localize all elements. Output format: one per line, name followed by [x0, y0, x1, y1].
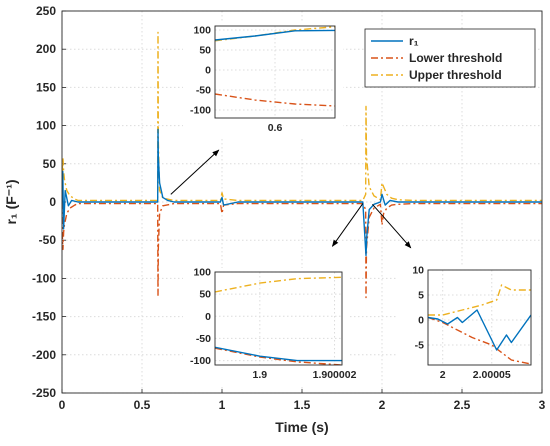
- inset-series-line: [215, 29, 335, 41]
- x-tick-label: 2.5: [454, 398, 471, 412]
- inset-series: [215, 276, 342, 365]
- y-tick-label: 250: [36, 4, 56, 18]
- x-axis-label: Time (s): [275, 419, 328, 435]
- inset-x-tick-label: 0.6: [268, 122, 283, 134]
- y-axis-label: r₁ (F⁻¹): [3, 179, 19, 224]
- inset-y-tick-label: -5: [415, 340, 424, 352]
- y-tick-label: -250: [32, 386, 56, 400]
- inset-y-tick-label: -50: [196, 333, 211, 345]
- inset-frame: [427, 269, 532, 366]
- inset-x-tick-label: 1.9: [253, 369, 268, 381]
- y-tick-label: 150: [36, 80, 56, 94]
- plot-frame: [61, 10, 543, 394]
- inset-background: [183, 22, 343, 138]
- zoom-arrows: [170, 149, 412, 249]
- inset-background: [183, 268, 350, 385]
- y-tick-label: 0: [49, 195, 56, 209]
- y-tick-label: 50: [43, 157, 57, 171]
- x-tick-label: 0: [59, 398, 66, 412]
- legend: r₁ Lower threshold Upper threshold: [364, 28, 536, 88]
- zoom-arrow: [331, 203, 364, 247]
- inset-series: [215, 26, 335, 107]
- inset-y-tick-label: 50: [199, 45, 211, 57]
- series-lines: [62, 31, 542, 299]
- zoom-arrow: [372, 203, 412, 249]
- series-line: [62, 31, 542, 203]
- x-tick-label: 2: [379, 398, 386, 412]
- inset-frame: [214, 25, 336, 119]
- inset-y-tick-label: -100: [190, 355, 211, 367]
- inset-plot: 1.9 1.900002 100 50 0 -50 -100: [183, 267, 357, 385]
- y-tick-label: 200: [36, 42, 56, 56]
- legend-box: [364, 28, 536, 88]
- inset-series-line: [428, 316, 531, 365]
- x-tick-label: 3: [539, 398, 546, 412]
- inset-plot: 0.6 100 50 0 -50 -100: [183, 22, 343, 138]
- inset-plot: 2 2.00005 10 5 0 -5: [396, 265, 539, 385]
- inset-y-tick-label: 0: [205, 65, 211, 77]
- inset-frame: [214, 271, 343, 366]
- inset-series: [428, 284, 531, 365]
- inset-y-tick-label: 5: [418, 290, 424, 302]
- zoom-arrow: [170, 149, 220, 195]
- y-tick-label: 100: [36, 119, 56, 133]
- inset-series-line: [428, 284, 531, 316]
- inset-y-tick-label: 100: [193, 25, 211, 37]
- y-tick-label: -200: [32, 348, 56, 362]
- y-tick-label: -50: [39, 233, 57, 247]
- x-tick-label: 1: [219, 398, 226, 412]
- series-line: [62, 128, 542, 257]
- inset-x-tick-label: 2: [440, 369, 446, 381]
- x-tick-label: 1.5: [294, 398, 311, 412]
- inset-series-line: [215, 347, 342, 365]
- inset-y-tick-label: 0: [418, 315, 424, 327]
- inset-y-tick-label: 10: [412, 265, 424, 277]
- inset-series-line: [428, 309, 531, 351]
- legend-label: Upper threshold: [409, 68, 502, 82]
- inset-series-line: [215, 346, 342, 362]
- inset-y-tick-label: 50: [199, 289, 211, 301]
- inset-y-tick-label: 100: [193, 267, 211, 279]
- inset-y-tick-label: -50: [196, 85, 211, 97]
- inset-y-tick-label: 0: [205, 311, 211, 323]
- inset-series-line: [215, 276, 342, 293]
- inset-x-tick-label: 1.900002: [313, 369, 357, 381]
- inset-y-tick-label: -100: [190, 105, 211, 117]
- y-tick-label: -150: [32, 310, 56, 324]
- x-tick-label: 0.5: [134, 398, 151, 412]
- y-tick-label: -100: [32, 271, 56, 285]
- series-line: [62, 201, 542, 299]
- legend-label: Lower threshold: [409, 51, 502, 65]
- legend-label: r₁: [409, 34, 419, 48]
- inset-series-line: [215, 93, 335, 107]
- inset-x-tick-label: 2.00005: [473, 369, 511, 381]
